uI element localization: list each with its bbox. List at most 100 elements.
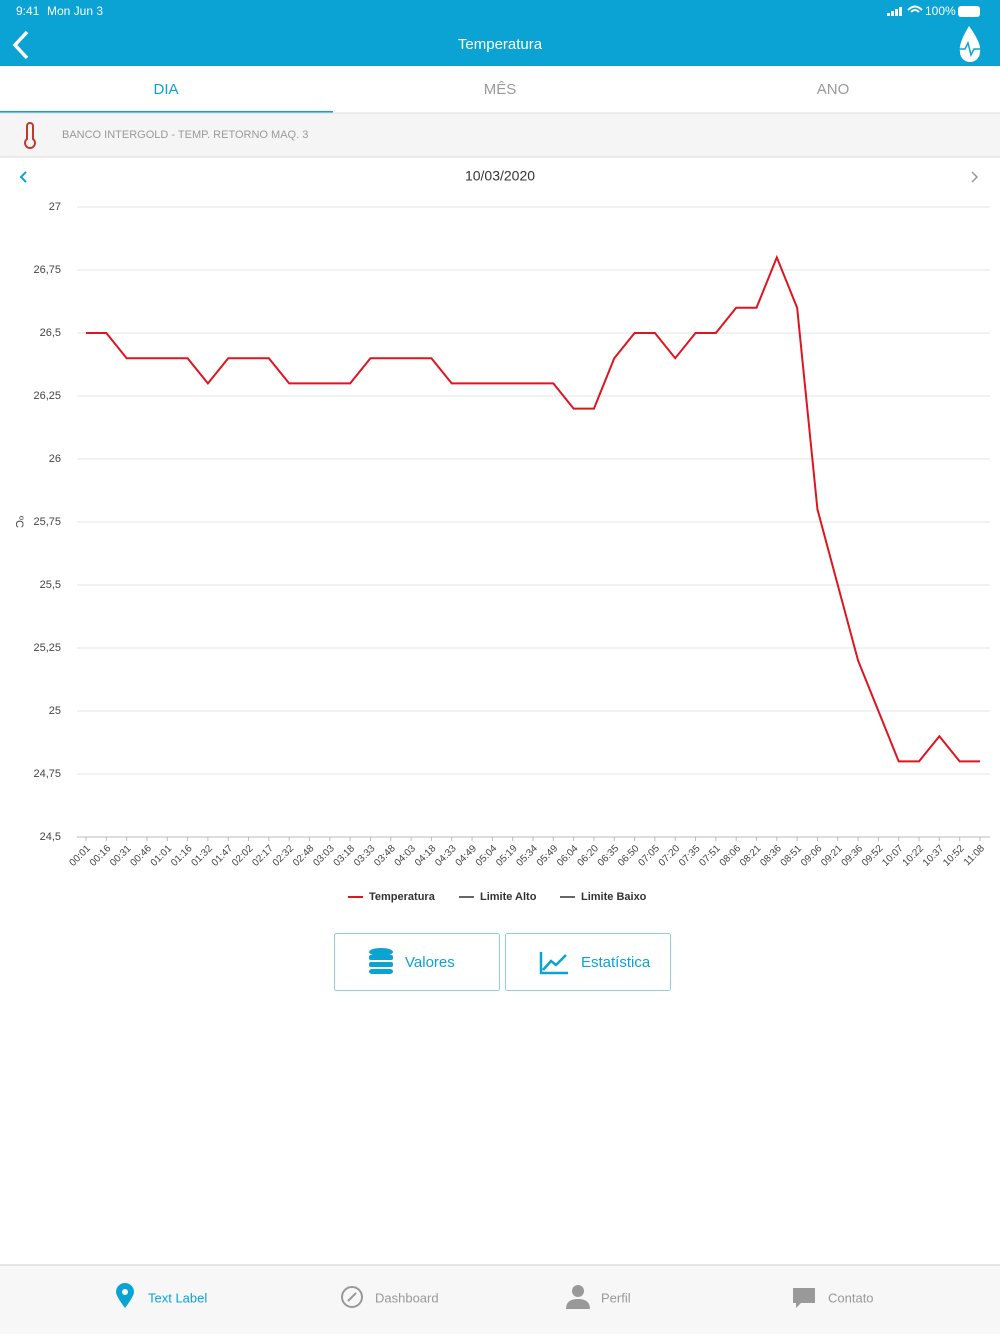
database-icon xyxy=(369,948,393,974)
back-button[interactable] xyxy=(12,30,29,60)
x-tick-label: 10:52 xyxy=(941,843,967,869)
prev-date[interactable] xyxy=(19,171,27,183)
tab[interactable]: MÊS xyxy=(484,81,517,98)
status-time: 9:41 xyxy=(16,4,40,18)
y-tick-label: 27 xyxy=(49,201,61,213)
x-tick-label: 01:16 xyxy=(169,843,195,869)
x-tick-label: 01:47 xyxy=(210,843,236,869)
x-tick-label: 05:19 xyxy=(494,843,520,869)
x-tick-label: 08:21 xyxy=(738,843,764,869)
button-label: Estatística xyxy=(581,954,651,971)
legend-label: Limite Baixo xyxy=(581,891,647,903)
x-tick-label: 08:51 xyxy=(779,843,805,869)
y-tick-label: 25 xyxy=(49,705,61,717)
x-tick-label: 06:50 xyxy=(616,843,642,869)
sensor-label: BANCO INTERGOLD - TEMP. RETORNO MAQ. 3 xyxy=(62,129,308,141)
y-tick-label: 26,25 xyxy=(33,390,61,402)
x-tick-label: 10:07 xyxy=(880,843,906,869)
x-tick-label: 00:46 xyxy=(128,843,154,869)
date-label: 10/03/2020 xyxy=(465,168,535,184)
x-tick-label: 08:06 xyxy=(718,843,744,869)
x-tick-label: 09:52 xyxy=(860,843,886,869)
header-bar xyxy=(0,0,1000,66)
x-tick-label: 10:22 xyxy=(901,843,927,869)
y-tick-label: 25,25 xyxy=(33,642,61,654)
x-tick-label: 03:48 xyxy=(372,843,398,869)
tab[interactable]: DIA xyxy=(153,81,178,98)
data-line xyxy=(86,254,980,763)
x-tick-label: 00:01 xyxy=(68,843,94,869)
x-tick-label: 10:37 xyxy=(921,843,947,869)
tab-bar xyxy=(0,1265,1000,1334)
tab-bar-label[interactable]: Dashboard xyxy=(375,1290,439,1305)
x-tick-label: 04:33 xyxy=(433,843,459,869)
x-tick-label: 01:01 xyxy=(149,843,175,869)
x-tick-label: 06:04 xyxy=(555,843,581,869)
compass-icon xyxy=(341,1286,363,1308)
compass-needle xyxy=(347,1292,357,1302)
tab-bar-label[interactable]: Contato xyxy=(828,1290,874,1305)
status-date: Mon Jun 3 xyxy=(47,4,103,18)
tab-indicator xyxy=(0,111,333,113)
button-label: Valores xyxy=(405,954,455,971)
x-tick-label: 02:17 xyxy=(250,843,276,869)
tab-bar-label[interactable]: Perfil xyxy=(601,1290,631,1305)
x-tick-label: 05:04 xyxy=(474,843,500,869)
x-tick-label: 04:03 xyxy=(393,843,419,869)
x-tick-label: 06:20 xyxy=(575,843,601,869)
x-tick-label: 02:32 xyxy=(271,843,297,869)
x-tick-label: 04:18 xyxy=(413,843,439,869)
x-tick-label: 11:08 xyxy=(962,843,987,868)
x-tick-label: 05:34 xyxy=(515,843,541,869)
x-tick-label: 02:48 xyxy=(291,843,317,869)
legend-label: Temperatura xyxy=(369,891,436,903)
thermometer-icon xyxy=(24,122,36,149)
next-date[interactable] xyxy=(971,171,979,183)
logo-icon[interactable] xyxy=(959,26,981,62)
button[interactable] xyxy=(505,933,671,991)
tab[interactable]: ANO xyxy=(817,81,850,98)
chat-icon xyxy=(793,1288,815,1308)
battery-icon xyxy=(958,6,980,17)
legend-label: Limite Alto xyxy=(480,891,537,903)
wifi-icon xyxy=(907,5,923,13)
sensor-row xyxy=(0,113,1000,157)
x-tick-label: 08:36 xyxy=(758,843,784,869)
header-title: Temperatura xyxy=(458,36,543,53)
y-tick-label: 26,75 xyxy=(33,264,61,276)
profile-icon xyxy=(566,1285,590,1309)
x-tick-label: 07:20 xyxy=(657,843,683,869)
x-tick-label: 05:49 xyxy=(535,843,561,869)
signal-icon xyxy=(887,7,902,16)
x-tick-label: 07:51 xyxy=(697,843,723,869)
y-axis-label: ºC xyxy=(13,516,25,528)
x-tick-label: 03:33 xyxy=(352,843,378,869)
stats-icon xyxy=(539,952,568,975)
location-icon xyxy=(116,1283,134,1308)
x-tick-label: 04:49 xyxy=(454,843,480,869)
button[interactable] xyxy=(334,933,500,991)
x-tick-label: 02:02 xyxy=(230,843,256,869)
x-tick-label: 00:16 xyxy=(88,843,114,869)
y-tick-label: 26 xyxy=(49,453,61,465)
y-tick-label: 25,5 xyxy=(40,579,61,591)
tab-bar-label[interactable]: Text Label xyxy=(148,1290,207,1305)
x-tick-label: 06:35 xyxy=(596,843,622,869)
y-tick-label: 25,75 xyxy=(33,516,61,528)
logo-pulse xyxy=(959,40,981,58)
x-tick-label: 09:21 xyxy=(819,843,845,869)
x-tick-label: 07:35 xyxy=(677,843,703,869)
x-tick-label: 03:03 xyxy=(311,843,337,869)
x-tick-label: 07:05 xyxy=(636,843,662,869)
x-tick-label: 09:36 xyxy=(840,843,866,869)
y-tick-label: 24,75 xyxy=(33,768,61,780)
x-tick-label: 03:18 xyxy=(332,843,358,869)
y-tick-label: 26,5 xyxy=(40,327,61,339)
chart: 24,5 24,75 25 25,25 25,5 25,75 26 26,25 26,5 26,7… xyxy=(13,201,990,903)
status-battery: 100% xyxy=(925,4,956,18)
y-tick-label: 24,5 xyxy=(40,831,61,843)
x-tick-label: 09:06 xyxy=(799,843,825,869)
x-tick-label: 01:32 xyxy=(189,843,215,869)
